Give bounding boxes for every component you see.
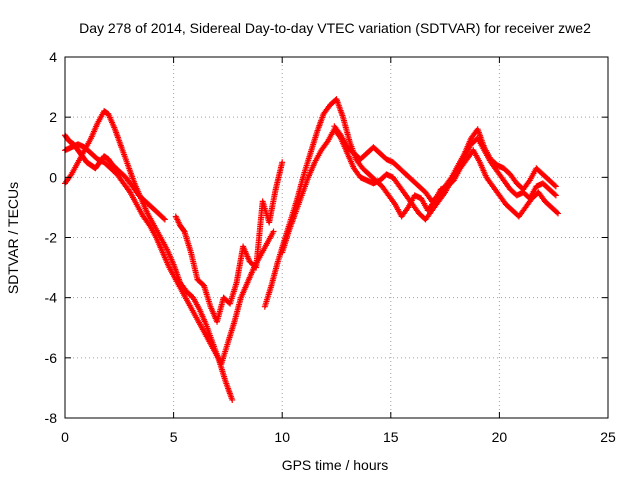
y-tick-label: -6 — [45, 350, 58, 366]
x-tick-label: 20 — [492, 429, 508, 445]
data-point — [180, 227, 187, 234]
plot-frame — [64, 56, 609, 419]
data-point — [552, 183, 559, 190]
y-tick-label: -8 — [45, 410, 58, 426]
data-point — [279, 159, 286, 166]
data-point — [270, 228, 277, 235]
y-axis-label: SDTVAR / TECUs — [5, 182, 21, 294]
data-point — [551, 191, 558, 198]
y-tick-label: 2 — [49, 109, 57, 125]
y-tick-label: 4 — [49, 49, 57, 65]
data-point — [555, 210, 562, 217]
axis-ticks: 0 5 10 15 20 25 -8 -6 -4 -2 0 2 4 — [45, 49, 616, 445]
data-point — [553, 209, 560, 216]
data-point — [160, 215, 167, 222]
x-tick-label: 15 — [383, 429, 399, 445]
y-tick-label: -4 — [45, 290, 58, 306]
x-tick-label: 10 — [274, 429, 290, 445]
x-tick-label: 5 — [170, 429, 178, 445]
data-point — [552, 192, 559, 199]
x-tick-label: 25 — [600, 429, 616, 445]
y-tick-label: -2 — [45, 230, 58, 246]
data-point — [229, 396, 236, 403]
y-tick-label: 0 — [49, 169, 57, 185]
chart-title: Day 278 of 2014, Sidereal Day-to-day VTE… — [79, 20, 591, 36]
grid-lines — [65, 57, 608, 418]
x-axis-label: GPS time / hours — [282, 457, 389, 473]
data-points — [62, 96, 562, 403]
data-point — [161, 216, 168, 223]
data-point — [551, 182, 558, 189]
x-tick-label: 0 — [61, 429, 69, 445]
